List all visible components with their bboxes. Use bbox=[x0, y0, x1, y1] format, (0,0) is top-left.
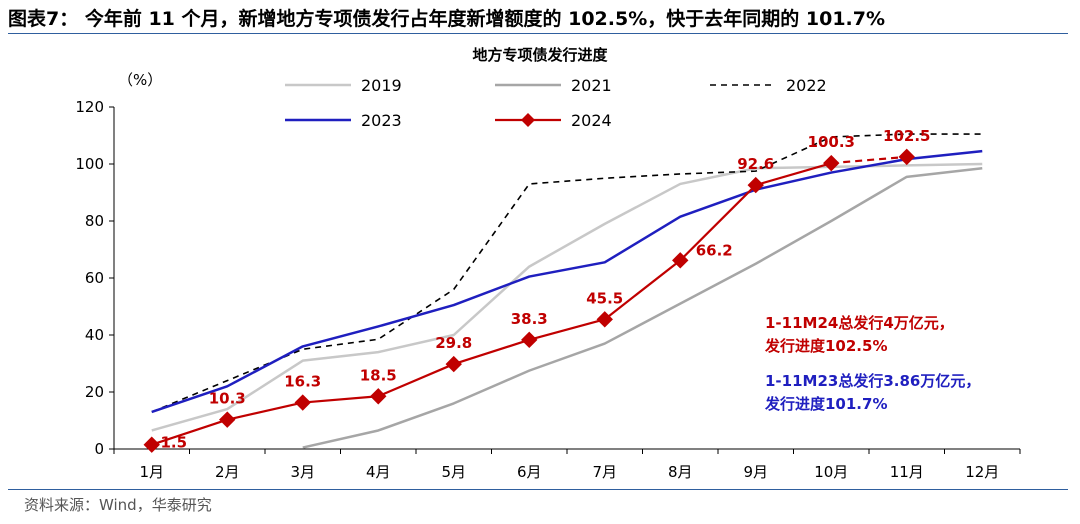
y-tick-label: 0 bbox=[94, 440, 104, 458]
x-tick-label: 7月 bbox=[592, 463, 617, 481]
axes: 0 20 40 60 80 100 120 1月 2月 3月 4月 5月 6月 7月 8月 9月 10月 11月 1… bbox=[75, 98, 1021, 481]
series-2024-marker bbox=[219, 411, 236, 428]
x-tick-label: 9月 bbox=[743, 463, 768, 481]
x-tick-label: 2月 bbox=[215, 463, 240, 481]
legend-label-2024: 2024 bbox=[571, 111, 612, 130]
x-tick-label: 12月 bbox=[965, 463, 999, 481]
annotation-line: 发行进度102.5% bbox=[764, 337, 887, 355]
y-tick-label: 60 bbox=[85, 269, 104, 287]
figure-title: 图表7： 今年前 11 个月，新增地方专项债发行占年度新增额度的 102.5%，… bbox=[8, 8, 886, 30]
y-axis-unit: （%） bbox=[118, 71, 162, 89]
y-tick-label: 120 bbox=[75, 98, 104, 116]
series-2024-marker bbox=[596, 311, 613, 328]
legend-label-2023: 2023 bbox=[361, 111, 402, 130]
legend-label-2019: 2019 bbox=[361, 76, 402, 95]
data-label-2024: 102.5 bbox=[883, 127, 930, 145]
series-2024-marker bbox=[823, 154, 840, 172]
chart-title: 地方专项债发行进度 bbox=[472, 46, 608, 64]
data-label-2024: 45.5 bbox=[586, 289, 623, 307]
x-tick-label: 1月 bbox=[139, 463, 164, 481]
series-2024-marker bbox=[143, 436, 160, 453]
annotation-line: 1-11M24总发行4万亿元， bbox=[765, 314, 954, 332]
y-tick-label: 80 bbox=[85, 212, 104, 230]
series-2024-line bbox=[151, 162, 832, 446]
series-2019-line bbox=[151, 162, 983, 432]
source-note: 资料来源：Wind，华泰研究 bbox=[24, 496, 212, 514]
x-tick-label: 11月 bbox=[890, 463, 924, 481]
data-label-2024: 29.8 bbox=[435, 334, 472, 352]
series-layer bbox=[143, 133, 983, 453]
series-2024-marker bbox=[898, 148, 915, 166]
series-2024-forecast-line bbox=[831, 155, 907, 165]
legend-label-2021: 2021 bbox=[571, 76, 612, 95]
x-tick-label: 5月 bbox=[441, 463, 466, 481]
data-labels: 1.5 10.3 16.3 18.5 29.8 38.3 45.5 66.2 92.6 100.3… bbox=[160, 127, 930, 452]
series-2021-line bbox=[302, 167, 983, 449]
series-2024-marker bbox=[521, 331, 538, 349]
x-tick-label: 4月 bbox=[366, 463, 391, 481]
data-label-2024: 92.6 bbox=[737, 155, 774, 173]
x-tick-label: 10月 bbox=[814, 463, 848, 481]
title-divider bbox=[8, 33, 1068, 34]
y-tick-label: 40 bbox=[85, 326, 104, 344]
data-label-2024: 10.3 bbox=[209, 390, 246, 408]
series-2022-line bbox=[151, 133, 983, 413]
annotation-line: 发行进度101.7% bbox=[764, 395, 887, 413]
series-2023-line bbox=[151, 149, 983, 414]
data-label-2024: 16.3 bbox=[284, 373, 321, 391]
series-2024-marker bbox=[370, 388, 387, 405]
legend-marker-2024 bbox=[521, 113, 535, 127]
legend: 2019 2021 2022 2023 2024 bbox=[285, 76, 827, 130]
x-tick-label: 8月 bbox=[668, 463, 693, 481]
series-2024-marker bbox=[294, 394, 311, 411]
annotations: 1-11M24总发行4万亿元， 发行进度102.5% 1-11M23总发行3.86万… bbox=[764, 314, 980, 413]
y-tick-label: 100 bbox=[75, 155, 104, 173]
data-label-2024: 38.3 bbox=[511, 310, 548, 328]
data-label-2024: 18.5 bbox=[360, 366, 397, 384]
annotation-line: 1-11M23总发行3.86万亿元， bbox=[765, 372, 980, 390]
data-label-2024: 100.3 bbox=[808, 133, 855, 151]
x-tick-label: 6月 bbox=[517, 463, 542, 481]
data-label-2024: 66.2 bbox=[696, 241, 733, 259]
series-2024-marker bbox=[672, 252, 689, 269]
series-2024-marker bbox=[747, 176, 764, 194]
legend-label-2022: 2022 bbox=[786, 76, 827, 95]
series-2024-marker bbox=[445, 355, 462, 373]
bottom-divider bbox=[8, 489, 1068, 490]
data-label-2024: 1.5 bbox=[160, 434, 187, 452]
x-tick-label: 3月 bbox=[290, 463, 315, 481]
y-tick-label: 20 bbox=[85, 383, 104, 401]
